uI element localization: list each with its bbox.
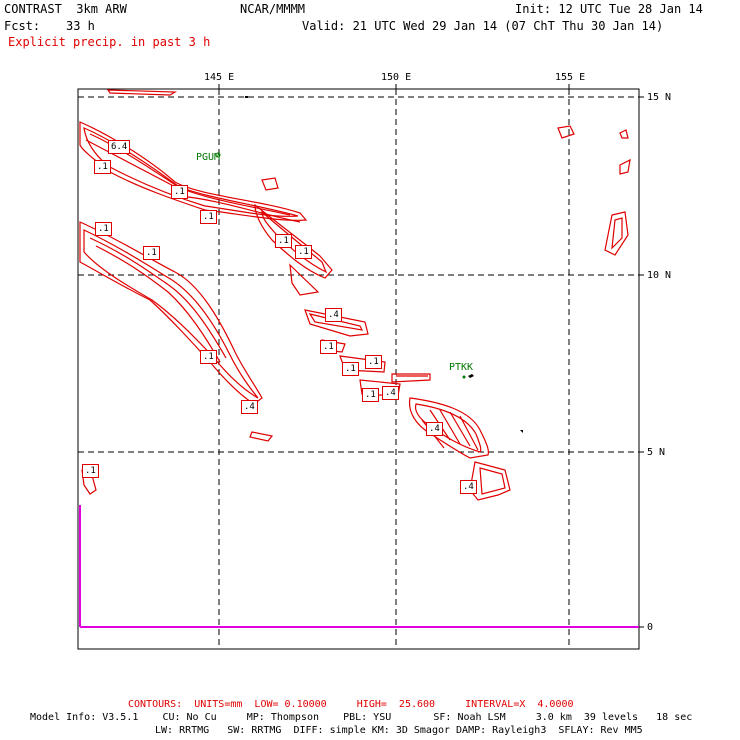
contour-label: .1 — [295, 245, 312, 259]
contour-label: .1 — [200, 350, 217, 364]
contour-label: .1 — [82, 464, 99, 478]
aux-axis-label: 0 — [647, 622, 654, 633]
field-title: Explicit precip. in past 3 h — [8, 35, 211, 49]
station-marker-guam — [215, 152, 221, 158]
model-info-line2: LW: RRTMG SW: RRTMG DIFF: simple KM: 3D … — [155, 725, 643, 736]
station-marker-chuuk — [462, 375, 466, 379]
lat-label: 10 N — [647, 270, 672, 281]
contour-label: .1 — [365, 355, 382, 369]
lat-label: 5 N — [647, 447, 666, 458]
contour-label: .1 — [94, 160, 111, 174]
axis-ticks — [218, 84, 644, 628]
precip-contours — [79, 89, 631, 501]
contour-label: .4 — [241, 400, 258, 414]
contour-label: .1 — [275, 234, 292, 248]
magenta-trace — [79, 505, 639, 628]
contour-label: .4 — [426, 422, 443, 436]
model-title: CONTRAST 3km ARW — [4, 2, 127, 16]
contour-label: .1 — [171, 185, 188, 199]
lon-label: 145 E — [204, 72, 235, 83]
contour-label: .1 — [95, 222, 112, 236]
station-label: PGUM — [196, 152, 221, 163]
lat-label: 15 N — [647, 92, 672, 103]
contour-label: .4 — [460, 480, 477, 494]
contour-label: .1 — [320, 340, 337, 354]
forecast-hour: 33 h — [66, 19, 95, 33]
organization-label: NCAR/MMMM — [240, 2, 306, 16]
contour-label: .1 — [143, 246, 160, 260]
init-time: Init: 12 UTC Tue 28 Jan 14 — [515, 2, 703, 16]
contour-label: .4 — [325, 308, 342, 322]
station-label: PTKK — [449, 362, 474, 373]
lon-label: 150 E — [381, 72, 412, 83]
coastline-features — [245, 96, 523, 433]
model-info-line1: Model Info: V3.5.1 CU: No Cu MP: Thompso… — [30, 712, 693, 723]
lon-label: 155 E — [555, 72, 586, 83]
lat-lon-grid — [78, 89, 639, 649]
contour-label: .1 — [342, 362, 359, 376]
map-frame — [77, 88, 640, 650]
forecast-label: Fcst: — [4, 19, 41, 33]
contour-label: 6.4 — [108, 140, 131, 154]
contour-label: .4 — [382, 386, 399, 400]
contour-label: .1 — [362, 388, 379, 402]
contour-label: .1 — [200, 210, 217, 224]
contour-info: CONTOURS: UNITS=mm LOW= 0.10000 HIGH= 25… — [128, 699, 574, 710]
valid-time: Valid: 21 UTC Wed 29 Jan 14 (07 ChT Thu … — [302, 19, 664, 33]
